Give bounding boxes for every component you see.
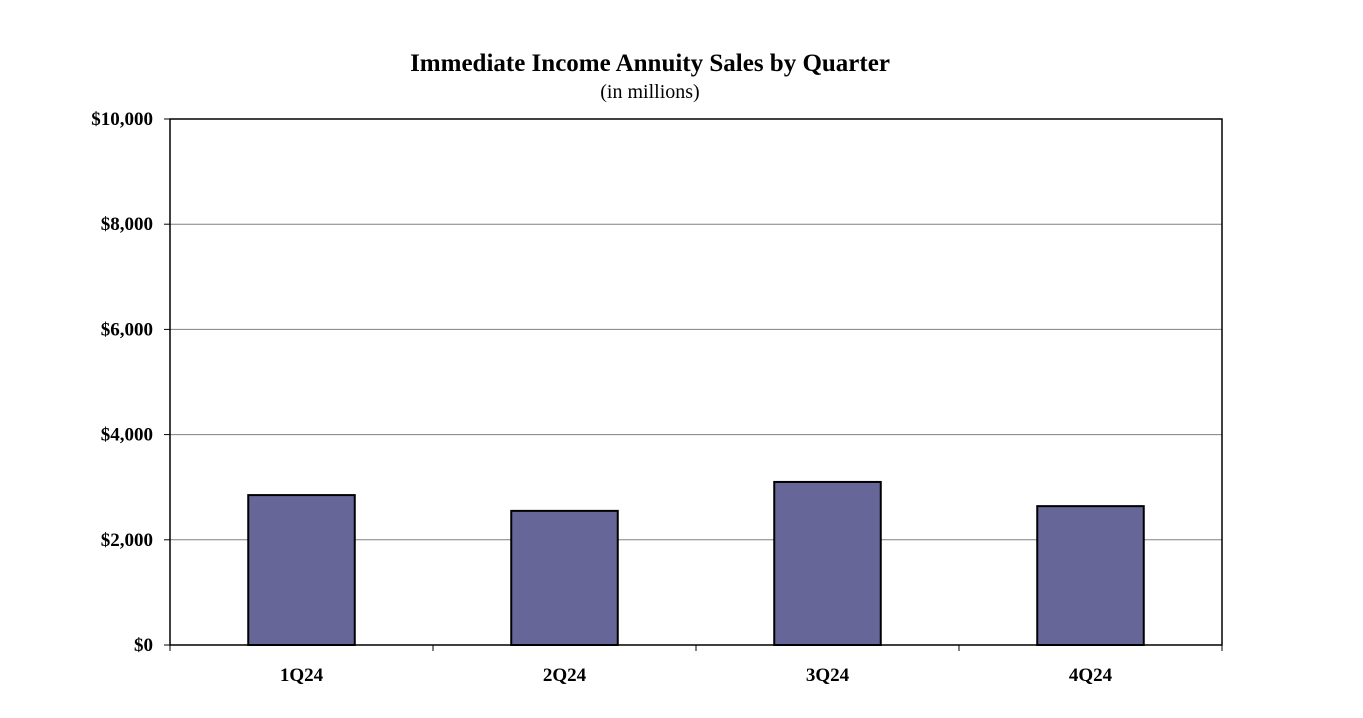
x-axis-tick-label: 4Q24 (1069, 665, 1113, 686)
x-axis-tick-label: 3Q24 (806, 665, 850, 686)
y-axis-tick-label: $8,000 (101, 214, 153, 235)
bar-2q24 (510, 509, 619, 646)
axes (164, 118, 1223, 651)
y-axis-tick-label: $10,000 (91, 109, 153, 130)
bar-3q24 (773, 480, 882, 646)
y-axis-tick-labels: $0 $2,000 $4,000 $6,000 $8,000 $10,000 (91, 109, 153, 656)
gridlines (170, 223, 1222, 541)
bar-1q24 (247, 494, 356, 646)
bar-4q24 (1036, 505, 1145, 646)
y-axis-tick-label: $2,000 (101, 530, 153, 551)
x-axis-tick-labels: 1Q24 2Q24 3Q24 4Q24 (280, 665, 1113, 686)
y-axis-tick-label: $0 (134, 635, 153, 656)
y-axis-tick-label: $4,000 (101, 425, 153, 446)
chart-title: Immediate Income Annuity Sales by Quarte… (410, 50, 890, 77)
x-axis-tick-label: 2Q24 (543, 665, 587, 686)
x-axis-tick-label: 1Q24 (280, 665, 324, 686)
y-axis-tick-label: $6,000 (101, 319, 153, 340)
bar-series (247, 480, 1145, 646)
chart-subtitle: (in millions) (600, 81, 699, 103)
